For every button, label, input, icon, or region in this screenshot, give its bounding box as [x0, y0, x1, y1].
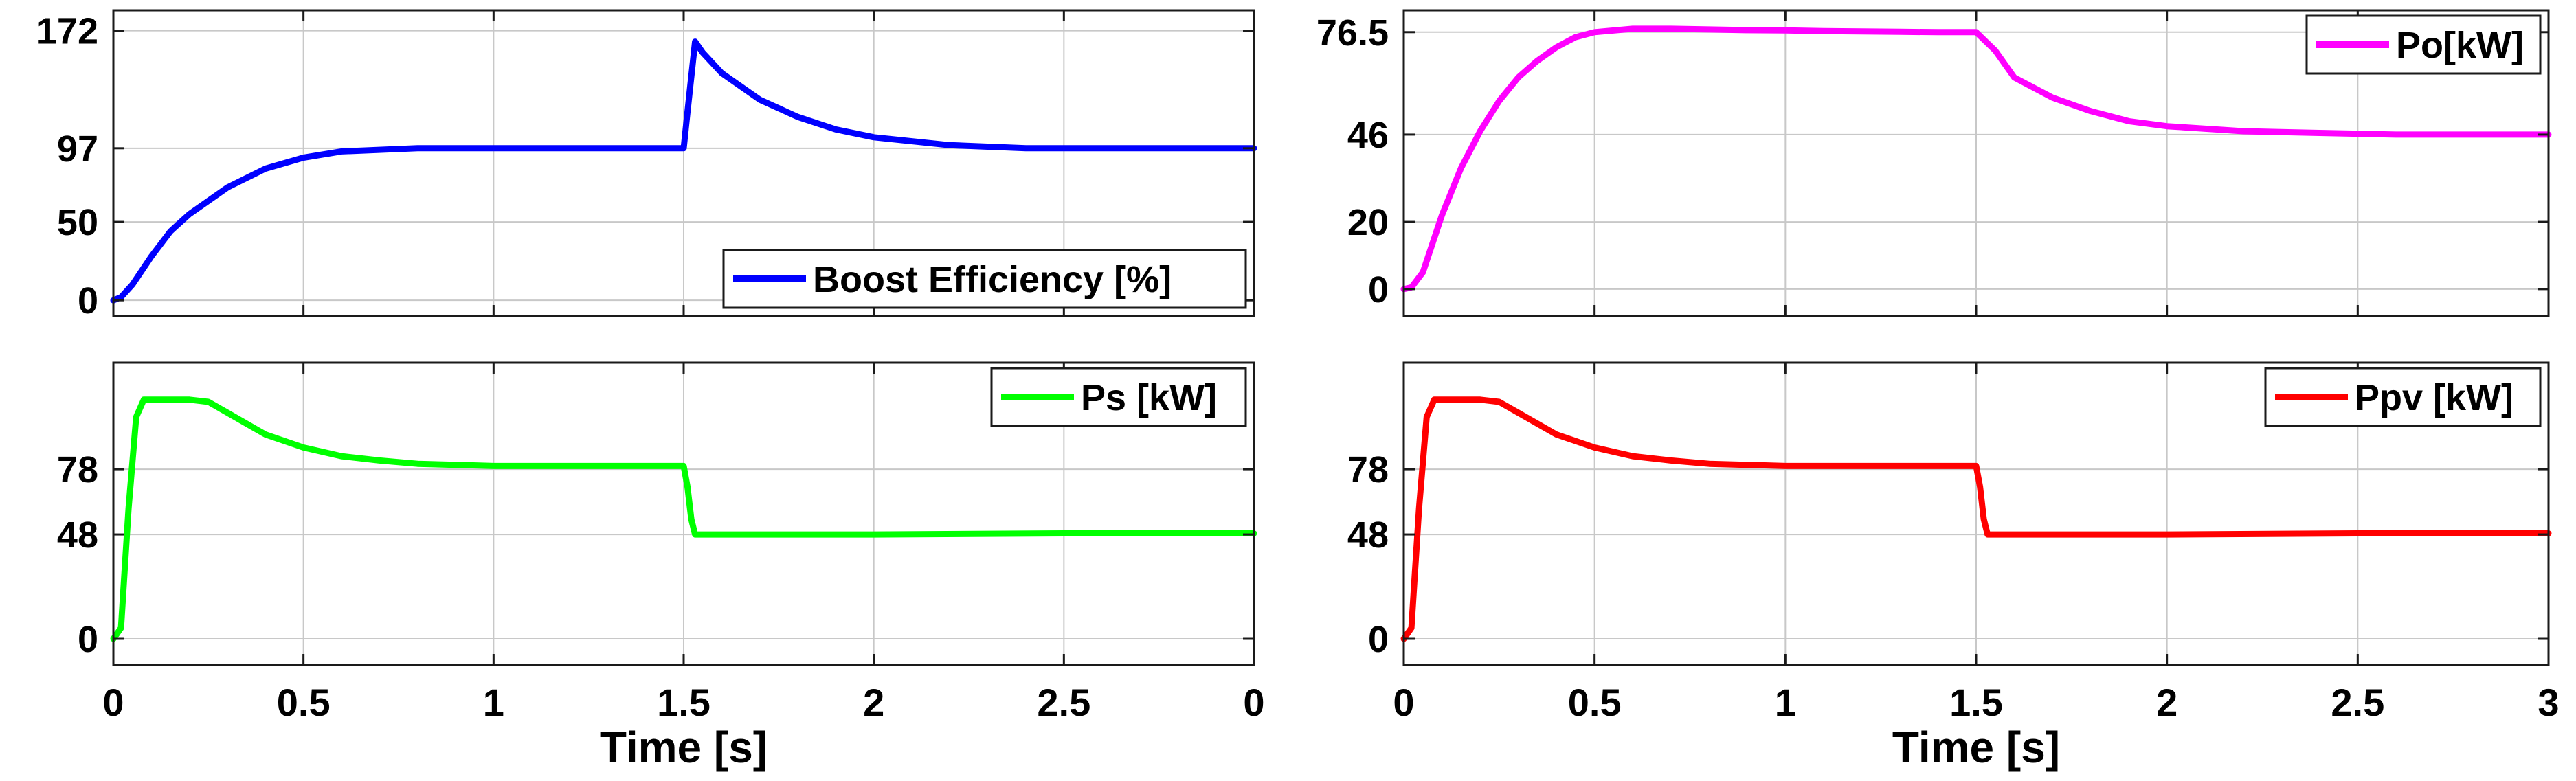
legend: Ps [kW]: [990, 367, 1247, 427]
y-tick-label: 0: [78, 619, 98, 660]
x-tick-label: 2: [2156, 681, 2177, 724]
y-tick-label: 0: [1368, 619, 1389, 660]
y-tick-label: 46: [1347, 115, 1389, 156]
y-tick-label: 97: [57, 128, 98, 170]
legend-label: Boost Efficiency [%]: [813, 259, 1172, 300]
subplot-4: 0 48 78 0 0.5 1 1.5 2 2.5 3 Ppv [kW]: [1347, 361, 2560, 724]
x-tick-label: 1: [483, 681, 504, 724]
y-tick-label: 0: [1368, 269, 1389, 310]
y-tick-label: 172: [36, 11, 98, 52]
y-tick-label: 0: [78, 280, 98, 321]
x-tick-label: 1.5: [657, 681, 710, 724]
legend-box: [722, 249, 1247, 309]
subplot-1: 0 50 97 172 Boost Efficiency [%]: [36, 9, 1257, 321]
x-tick-label: 0: [1243, 681, 1264, 724]
x-tick-label: 2.5: [1037, 681, 1090, 724]
legend: Po[kW]: [2305, 14, 2542, 75]
y-tick-label: 76.5: [1317, 12, 1389, 54]
x-axis-title-left: Time [s]: [600, 723, 768, 772]
x-tick-label: 1.5: [1949, 681, 2003, 724]
x-axis-title-right: Time [s]: [1892, 723, 2060, 772]
y-tick-label: 48: [57, 514, 98, 556]
y-tick-label: 48: [1347, 514, 1389, 556]
series-line: [110, 38, 1257, 304]
series-line: [1400, 396, 2552, 642]
y-tick-label: 78: [57, 449, 98, 490]
legend-label: Po[kW]: [2396, 25, 2524, 66]
y-tick-label: 78: [1347, 449, 1389, 490]
x-tick-label: 0.5: [1568, 681, 1622, 724]
series-line: [110, 396, 1257, 642]
y-tick-label: 50: [57, 202, 98, 243]
series-line: [1400, 25, 2552, 293]
legend-label: Ps [kW]: [1081, 377, 1217, 418]
x-tick-label: 2: [863, 681, 884, 724]
legend: Boost Efficiency [%]: [722, 249, 1247, 309]
subplot-3: 0 48 78 0 0.5 1 1.5 2 2.5 0 Ps [kW]: [57, 361, 1265, 724]
legend: Ppv [kW]: [2264, 367, 2542, 427]
x-tick-label: 0: [102, 681, 124, 724]
x-tick-label: 2.5: [2331, 681, 2384, 724]
x-tick-label: 0: [1393, 681, 1414, 724]
y-tick-label: 20: [1347, 202, 1389, 243]
x-tick-label: 1: [1775, 681, 1796, 724]
legend-label: Ppv [kW]: [2355, 377, 2513, 418]
subplot-2: 0 20 46 76.5 Po[kW]: [1317, 9, 2552, 317]
x-tick-label: 0.5: [277, 681, 331, 724]
x-tick-label: 3: [2538, 681, 2559, 724]
